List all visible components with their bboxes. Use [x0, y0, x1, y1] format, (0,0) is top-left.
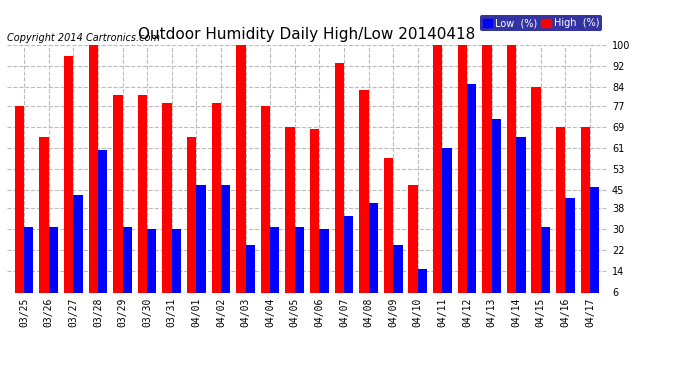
Bar	[295, 226, 304, 308]
Bar	[344, 216, 353, 308]
Bar	[384, 158, 393, 308]
Bar	[408, 184, 417, 308]
Bar	[565, 198, 575, 308]
Bar	[172, 229, 181, 308]
Bar	[457, 45, 467, 308]
Bar	[507, 45, 516, 308]
Bar	[482, 45, 491, 308]
Bar	[49, 226, 58, 308]
Bar	[147, 229, 157, 308]
Bar	[88, 45, 98, 308]
Bar	[491, 119, 501, 308]
Bar	[516, 137, 526, 308]
Bar	[123, 226, 132, 308]
Bar	[14, 105, 24, 308]
Bar	[433, 45, 442, 308]
Bar	[73, 195, 83, 308]
Bar	[138, 95, 147, 308]
Text: Copyright 2014 Cartronics.com: Copyright 2014 Cartronics.com	[7, 33, 160, 42]
Bar	[64, 56, 73, 308]
Bar	[467, 84, 476, 308]
Bar	[417, 269, 427, 308]
Bar	[556, 127, 565, 308]
Bar	[368, 203, 378, 308]
Bar	[393, 245, 402, 308]
Bar	[246, 245, 255, 308]
Bar	[187, 137, 197, 308]
Bar	[24, 226, 34, 308]
Bar	[541, 226, 550, 308]
Bar	[98, 150, 107, 308]
Bar	[335, 63, 344, 308]
Title: Outdoor Humidity Daily High/Low 20140418: Outdoor Humidity Daily High/Low 20140418	[139, 27, 475, 42]
Bar	[197, 184, 206, 308]
Bar	[221, 184, 230, 308]
Bar	[359, 90, 368, 308]
Bar	[212, 103, 221, 308]
Bar	[113, 95, 123, 308]
Bar	[580, 127, 590, 308]
Bar	[531, 87, 541, 308]
Legend: Low  (%), High  (%): Low (%), High (%)	[480, 15, 602, 31]
Bar	[319, 229, 328, 308]
Bar	[310, 129, 319, 308]
Bar	[236, 45, 246, 308]
Bar	[270, 226, 279, 308]
Bar	[286, 127, 295, 308]
Bar	[590, 187, 600, 308]
Bar	[442, 148, 452, 308]
Bar	[39, 137, 49, 308]
Bar	[261, 105, 270, 308]
Bar	[162, 103, 172, 308]
